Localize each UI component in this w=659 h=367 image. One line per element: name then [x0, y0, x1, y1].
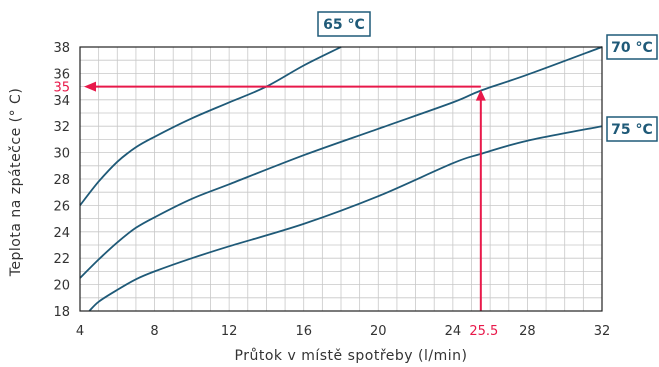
x-axis-title: Průtok v místě spotřeby (l/min) — [235, 348, 468, 364]
x-tick-label: 4 — [76, 324, 84, 339]
highlight-x-tick-label: 25.5 — [469, 324, 498, 339]
y-tick-label: 22 — [53, 252, 70, 267]
y-tick-label: 26 — [53, 199, 70, 214]
x-tick-label: 8 — [150, 324, 158, 339]
x-tick-label: 28 — [519, 324, 536, 339]
y-tick-label: 28 — [53, 173, 70, 188]
x-tick-label: 16 — [295, 324, 312, 339]
y-tick-label: 30 — [53, 147, 70, 162]
y-tick-label: 20 — [53, 279, 70, 294]
y-tick-label: 32 — [53, 120, 70, 135]
series-label-1: 70 °C — [611, 40, 653, 56]
y-tick-label: 24 — [53, 226, 70, 241]
series-labels: 65 °C 70 °C 75 °C — [318, 12, 657, 141]
y-axis-title: Teplota na zpátečce (° C) — [8, 88, 24, 278]
y-tick-label: 38 — [53, 41, 70, 56]
highlight-y-tick-label: 35 — [53, 81, 70, 96]
x-tick-label: 12 — [221, 324, 238, 339]
x-tick-label: 32 — [594, 324, 611, 339]
x-tick-label: 24 — [445, 324, 462, 339]
y-tick-label: 34 — [53, 94, 70, 109]
arrowhead-left — [84, 82, 96, 92]
x-tick-label: 20 — [370, 324, 387, 339]
y-tick-label: 18 — [53, 305, 70, 320]
series-label-0: 65 °C — [323, 17, 365, 33]
series-label-2: 75 °C — [611, 122, 653, 138]
